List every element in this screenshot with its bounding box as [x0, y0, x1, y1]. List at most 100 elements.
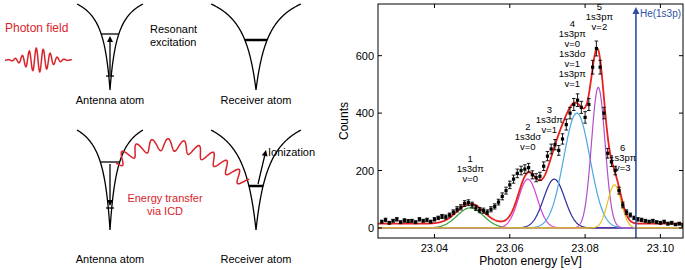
data-series [380, 41, 683, 227]
y-tick [679, 113, 683, 114]
data-point [440, 215, 443, 218]
error-bar [651, 219, 655, 222]
y-tick [378, 55, 382, 56]
error-bar [467, 200, 471, 206]
error-bar [576, 94, 580, 107]
error-bar-cap [482, 213, 486, 214]
error-bar-cap [553, 139, 557, 140]
fit-total [378, 48, 683, 223]
error-bar [452, 210, 456, 215]
error-bar-cap [448, 213, 452, 214]
error-bar-cap [625, 209, 629, 210]
y-tick-label: 400 [356, 107, 374, 119]
error-bar [670, 221, 674, 224]
data-point [486, 211, 489, 214]
data-point [467, 201, 470, 204]
data-point [599, 66, 602, 69]
error-bar-cap [576, 106, 580, 107]
antenna-excited-level [101, 33, 119, 34]
error-bar [640, 218, 644, 221]
fit-component [378, 179, 683, 228]
error-bar-cap [534, 173, 538, 174]
error-bar-cap [500, 192, 504, 193]
receiver-well-top [211, 4, 301, 90]
data-point [602, 112, 605, 115]
error-bar-cap [606, 148, 610, 149]
error-bar-cap [557, 155, 561, 156]
atom-label: Antenna atom [76, 94, 145, 106]
error-bar [666, 222, 670, 225]
arrow-head [107, 200, 113, 206]
x-tick [509, 4, 510, 8]
peak-label: 11s3dπv=0 [457, 153, 485, 184]
data-point [403, 219, 406, 222]
error-bar-cap [500, 199, 504, 200]
error-bar-cap [568, 118, 572, 119]
error-bar [410, 219, 414, 222]
data-point [407, 219, 410, 222]
data-point [546, 155, 549, 158]
error-bar-cap [493, 209, 497, 210]
data-point [659, 221, 662, 224]
error-bar-cap [470, 207, 474, 208]
data-point [531, 173, 534, 176]
data-point [399, 221, 402, 224]
fit-component [378, 185, 683, 228]
error-bar-cap [598, 60, 602, 61]
error-bar-cap [587, 98, 591, 99]
x-tick [660, 234, 661, 238]
data-point [644, 219, 647, 222]
error-bar-cap [527, 163, 531, 164]
error-bar-cap [516, 177, 520, 178]
error-bar-cap [482, 208, 486, 209]
error-bar [485, 210, 489, 215]
peak-label: 21s3dσv=0 [515, 121, 542, 152]
error-bar-cap [489, 211, 493, 212]
error-bar-cap [485, 209, 489, 210]
data-point [478, 209, 481, 212]
data-point [433, 218, 436, 221]
data-point [621, 203, 624, 206]
error-bar-cap [580, 101, 584, 102]
x-axis-title: Photon energy [eV] [479, 254, 582, 268]
data-point [482, 209, 485, 212]
y-tick [679, 170, 683, 171]
data-point [497, 201, 500, 204]
error-bar [444, 215, 448, 219]
figure: Photon fieldResonantexcitationAntenna at… [0, 0, 685, 270]
photon-field-label: Photon field [5, 21, 68, 35]
error-bar [546, 152, 550, 161]
error-bar [595, 41, 599, 56]
error-bar [418, 218, 422, 221]
error-bar [564, 119, 568, 130]
process-label: excitation [150, 36, 196, 48]
peak-label: 61s3pπv=3 [609, 142, 637, 173]
data-point [591, 66, 594, 69]
error-bar-cap [516, 169, 520, 170]
error-bar [572, 98, 576, 110]
x-tick-label: 23.06 [496, 242, 524, 254]
arrow-head [262, 150, 268, 157]
data-point [542, 165, 545, 168]
reference-label: He(1s3p) [640, 8, 681, 19]
antenna-well-bottom [77, 130, 143, 230]
error-bar [440, 214, 444, 218]
error-bar-cap [617, 187, 621, 188]
arrow-shaft [109, 164, 110, 200]
y-tick-label: 0 [368, 222, 374, 234]
error-bar [497, 199, 501, 205]
atom-label: Receiver atom [221, 94, 292, 106]
error-bar-cap [523, 164, 527, 165]
fit-component [378, 208, 683, 228]
error-bar-cap [576, 93, 580, 94]
data-point [516, 172, 519, 175]
x-tick-label: 23.10 [647, 242, 675, 254]
x-tick [660, 4, 661, 8]
y-axis-title: Counts [337, 102, 351, 140]
data-point [474, 206, 477, 209]
error-bar [553, 140, 557, 150]
error-bar [677, 222, 681, 225]
data-point [512, 178, 515, 181]
y-tick-label: 600 [356, 50, 374, 62]
data-point [459, 206, 462, 209]
